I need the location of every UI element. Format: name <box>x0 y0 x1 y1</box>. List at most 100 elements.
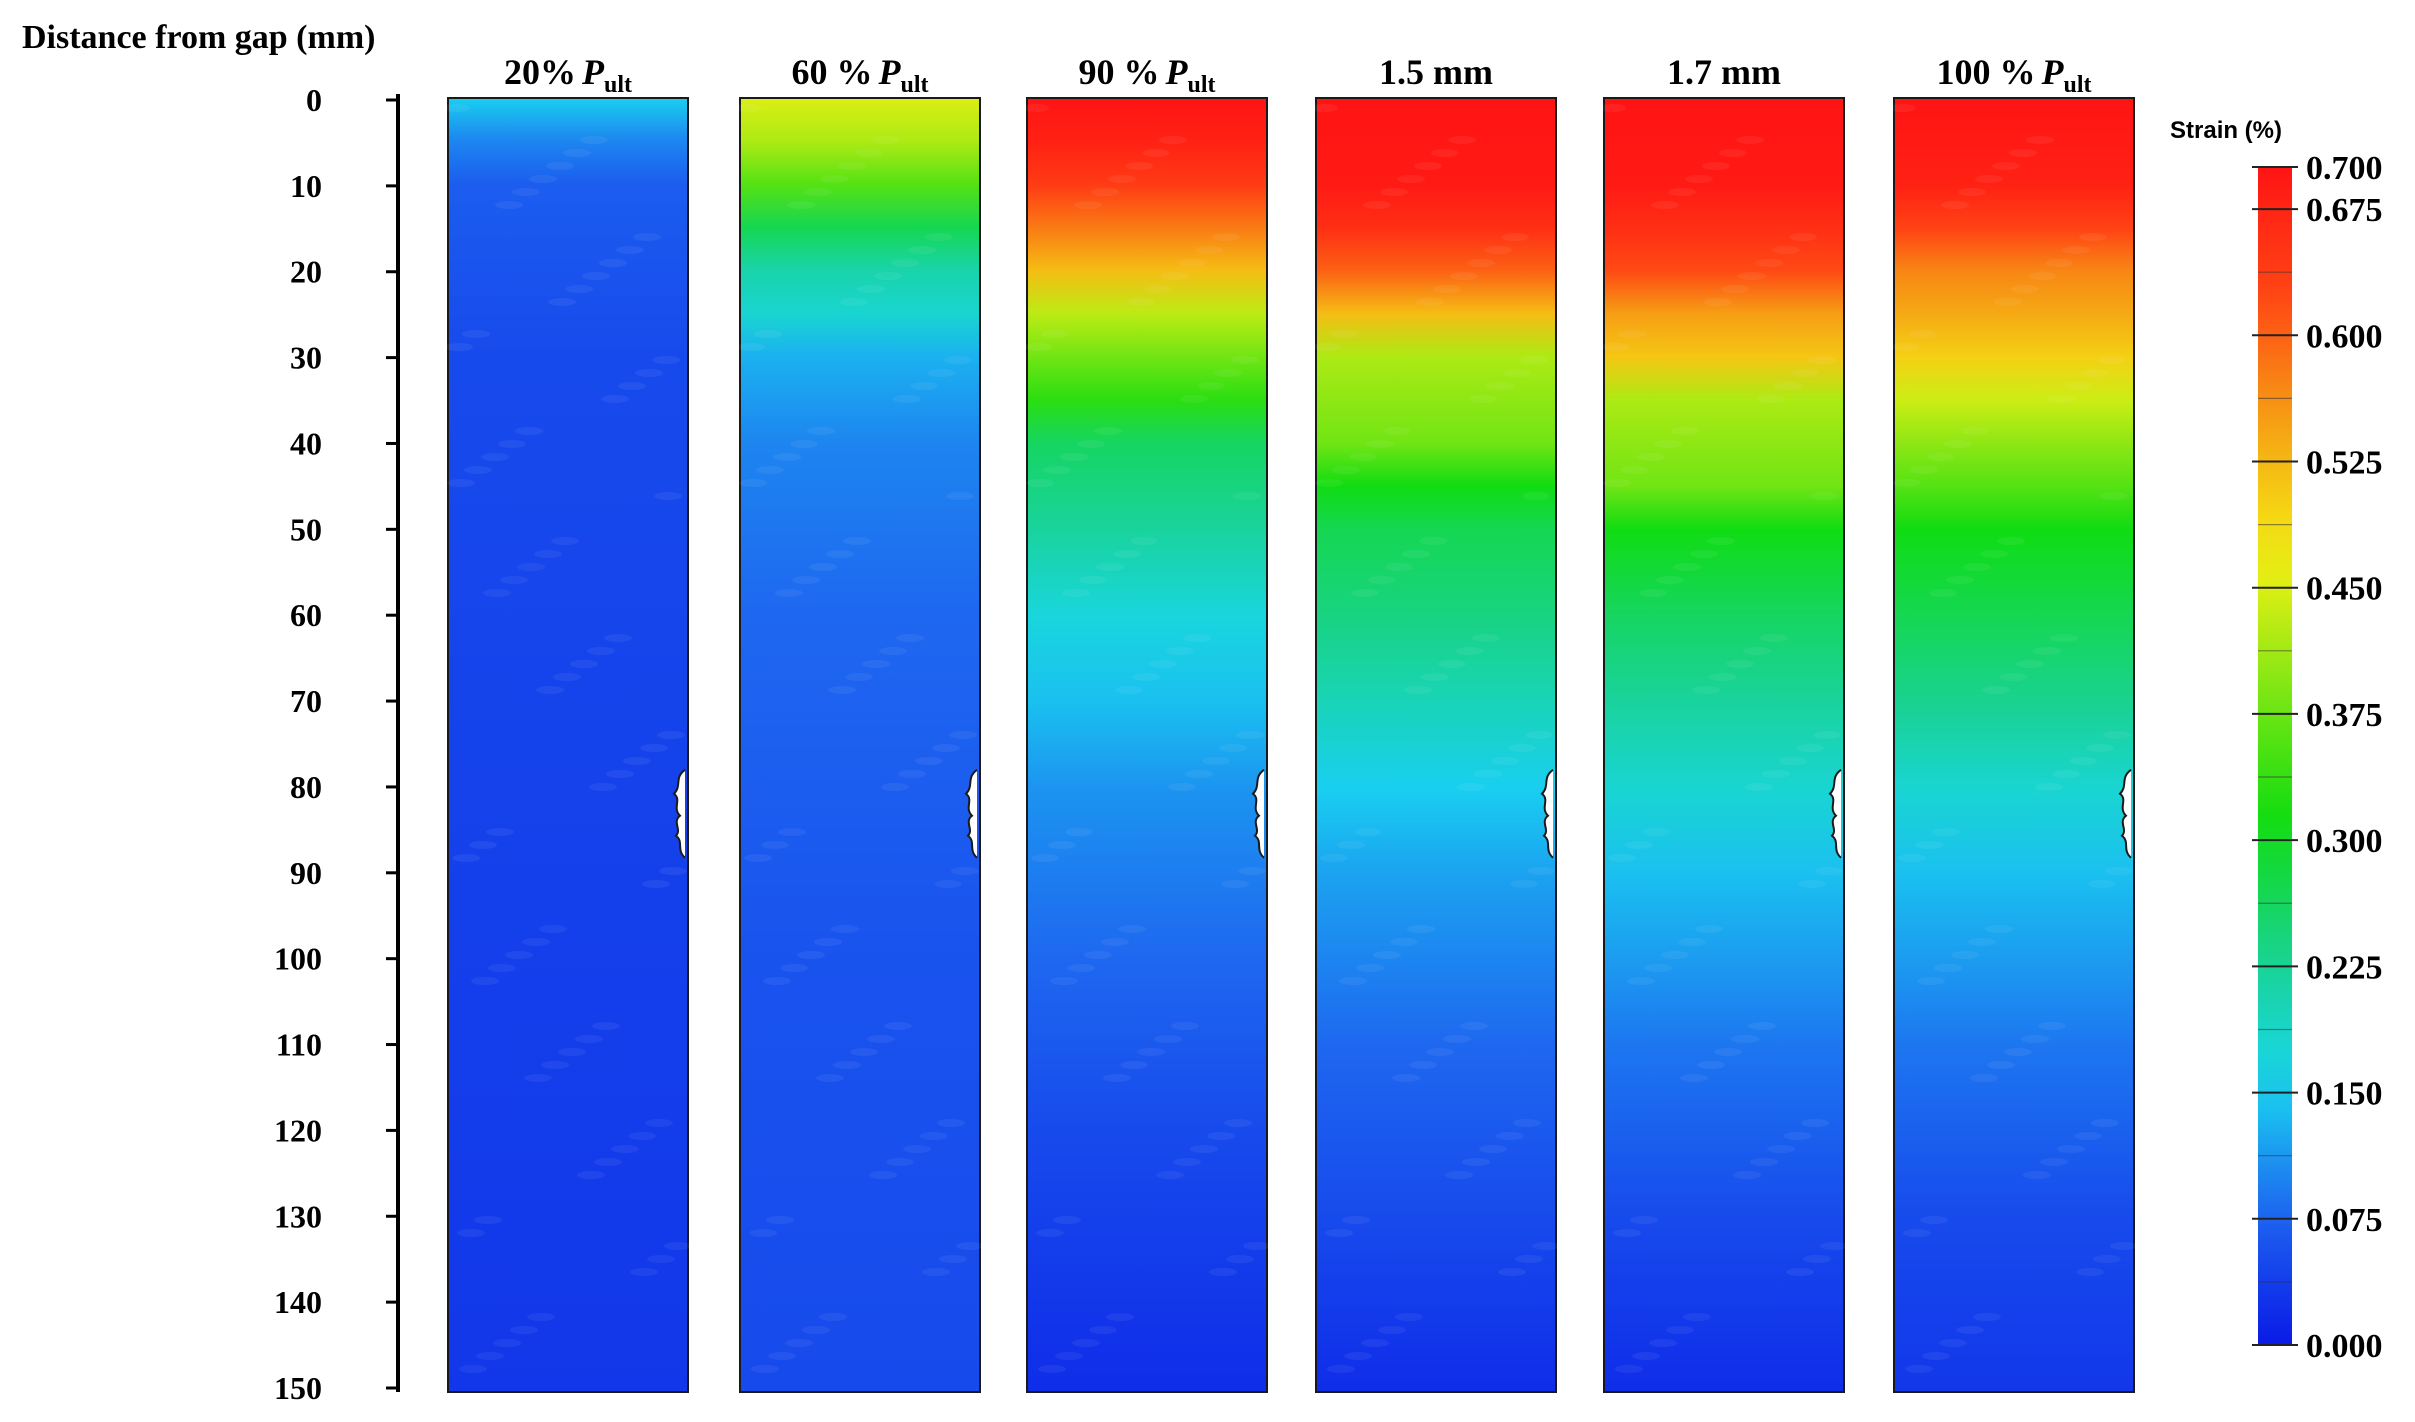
colorbar-tick-label: 0.300 <box>2306 823 2383 860</box>
speckle-mark <box>2081 369 2109 377</box>
y-axis: 0 10 20 30 40 50 60 70 80 90 100 110 120 130 140 150 <box>274 82 400 1406</box>
speckle-mark <box>1999 673 2027 681</box>
speckle-mark <box>1951 951 1979 959</box>
panel-label-italic: P <box>581 52 605 92</box>
speckle-mark <box>1958 188 1986 196</box>
speckle-mark <box>1383 427 1411 435</box>
speckle-mark <box>2105 867 2133 875</box>
strain-panel: 90 % Pult <box>1021 52 1271 1393</box>
speckle-mark <box>558 1048 586 1056</box>
y-tick-label: 10 <box>290 168 322 204</box>
speckle-mark <box>2033 647 2061 655</box>
speckle-mark <box>775 589 803 597</box>
speckle-mark <box>2091 1119 2119 1127</box>
colorbar-tick-label: 0.450 <box>2306 571 2383 608</box>
speckle-mark <box>855 149 883 157</box>
speckle-mark <box>1356 964 1384 972</box>
speckle-mark <box>1961 427 1989 435</box>
speckle-mark <box>869 1171 897 1179</box>
panel-label: 20% Pult <box>504 52 632 98</box>
speckle-mark <box>589 783 617 791</box>
speckle-mark <box>1702 162 1730 170</box>
speckle-mark <box>2098 356 2126 364</box>
speckle-mark <box>1127 298 1155 306</box>
speckle-mark <box>459 1365 487 1373</box>
speckle-mark <box>442 104 470 112</box>
speckle-mark <box>582 272 610 280</box>
panel-label-italic: P <box>2040 52 2064 92</box>
speckle-mark <box>1026 479 1054 487</box>
colorbar-tick-label: 0.000 <box>2306 1328 2383 1365</box>
speckle-mark <box>563 149 591 157</box>
speckle-mark <box>1445 1171 1473 1179</box>
speckle-mark <box>1941 201 1969 209</box>
speckle-mark <box>1673 563 1701 571</box>
speckle-mark <box>1096 563 1124 571</box>
colorbar-title: Strain (%) <box>2170 117 2282 144</box>
speckle-mark <box>1060 453 1088 461</box>
speckle-mark <box>1910 466 1938 474</box>
speckle-mark <box>1392 1074 1420 1082</box>
speckle-mark <box>464 466 492 474</box>
panel-label: 1.7 mm <box>1667 52 1781 92</box>
speckle-mark <box>2074 1132 2102 1140</box>
speckle-mark <box>1349 453 1377 461</box>
speckle-mark <box>1774 382 1802 390</box>
speckle-mark <box>927 369 955 377</box>
speckle-mark <box>2110 1242 2138 1250</box>
speckle-mark <box>1898 854 1926 862</box>
speckle-mark <box>1185 770 1213 778</box>
speckle-mark <box>618 382 646 390</box>
speckle-mark <box>594 1158 622 1166</box>
speckle-mark <box>592 1022 620 1030</box>
speckle-mark <box>647 1255 675 1263</box>
colorbar-tick-label: 0.225 <box>2306 949 2383 986</box>
speckle-mark <box>1779 757 1807 765</box>
speckle-mark <box>1402 550 1430 558</box>
speckle-mark <box>476 1352 504 1360</box>
speckle-mark <box>1772 246 1800 254</box>
strain-field-map <box>739 97 981 1393</box>
speckle-mark <box>488 964 516 972</box>
speckle-mark <box>797 951 825 959</box>
panel-label: 100 % Pult <box>1936 52 2091 98</box>
specimen-notch <box>1540 768 1554 859</box>
speckle-mark <box>773 453 801 461</box>
speckle-mark <box>1431 149 1459 157</box>
speckle-mark <box>1644 964 1672 972</box>
y-tick-label: 130 <box>274 1198 322 1234</box>
speckle-mark <box>754 330 782 338</box>
speckle-mark <box>601 395 629 403</box>
speckle-mark <box>925 233 953 241</box>
speckle-mark <box>635 369 663 377</box>
speckle-mark <box>1219 744 1247 752</box>
speckle-mark <box>1922 1352 1950 1360</box>
speckle-mark <box>1784 1132 1812 1140</box>
speckle-mark <box>1755 259 1783 267</box>
speckle-mark <box>756 466 784 474</box>
colorbar-tick-label: 0.525 <box>2306 445 2383 482</box>
speckle-mark <box>1801 1119 1829 1127</box>
speckle-mark <box>2100 492 2128 500</box>
speckle-mark <box>541 1061 569 1069</box>
speckle-mark <box>1985 925 2013 933</box>
panel-label-italic: P <box>877 52 901 92</box>
panel-label-main: 90 % <box>1078 52 1159 92</box>
specimen-notch <box>964 768 978 859</box>
speckle-mark <box>1118 925 1146 933</box>
speckle-mark <box>1970 1074 1998 1082</box>
speckle-mark <box>1327 1365 1355 1373</box>
speckle-mark <box>1656 576 1684 584</box>
speckle-mark <box>1041 330 1069 338</box>
speckle-mark <box>734 104 762 112</box>
speckle-mark <box>1149 660 1177 668</box>
speckle-mark <box>843 537 871 545</box>
y-tick-label: 100 <box>274 941 322 977</box>
panel-label: 60 % Pult <box>791 52 928 98</box>
speckle-mark <box>1508 744 1536 752</box>
speckle-mark <box>445 343 473 351</box>
speckle-mark <box>1171 1022 1199 1030</box>
speckle-mark <box>534 550 562 558</box>
speckle-mark <box>1680 1074 1708 1082</box>
speckle-mark <box>1207 1132 1235 1140</box>
